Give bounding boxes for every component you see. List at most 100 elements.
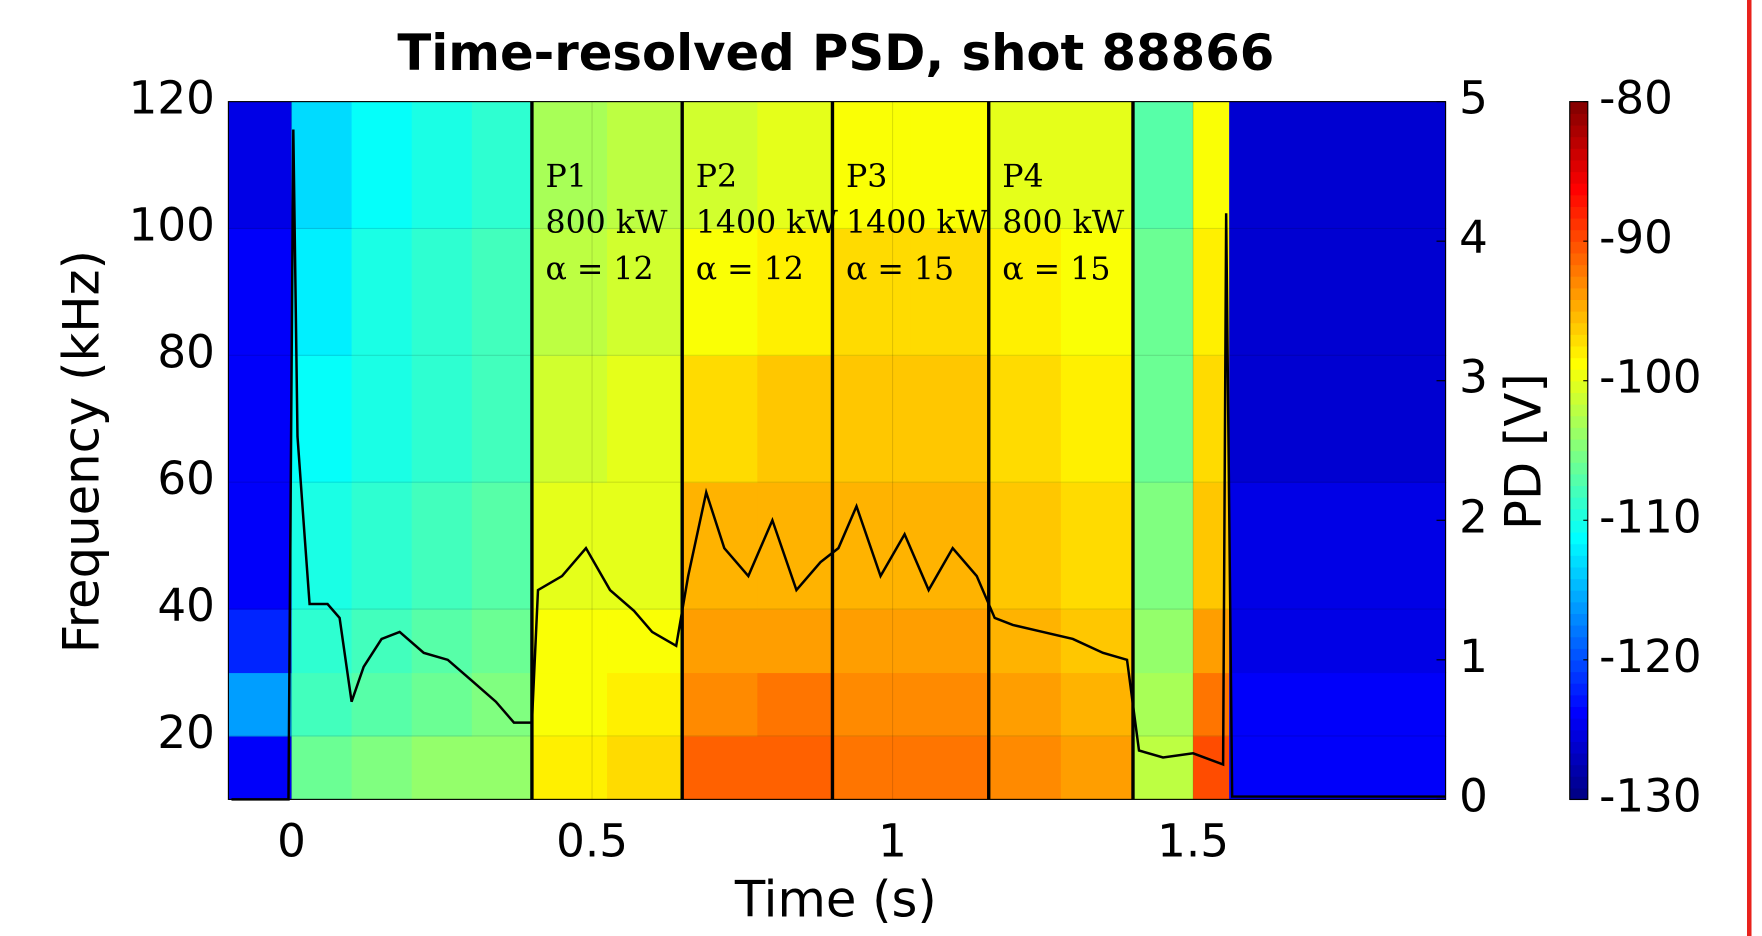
colorbar-swatch [1569,113,1588,126]
colorbar-swatch [1569,148,1588,161]
heatmap-cell [411,735,473,800]
heatmap-cell [757,735,834,800]
colorbar-swatch [1569,776,1588,789]
heatmap-cell [411,101,473,230]
heatmap-cell [1229,101,1447,230]
heatmap-cell [411,672,473,737]
colorbar-swatch [1569,578,1588,591]
colorbar-frame [1569,101,1589,800]
heatmap-cell [757,482,834,610]
heatmap-cell [607,101,683,230]
chart-title: Time-resolved PSD, shot 88866 [397,24,1274,82]
heatmap-cell [228,735,293,800]
heatmap-cell [910,101,990,230]
heatmap-cell [291,672,353,737]
colorbar-swatch [1569,287,1588,300]
colorbar-swatch [1569,438,1588,452]
phase-annotation: P1 [545,159,586,195]
heatmap-cell [471,482,533,610]
y-tick-label: 80 [157,325,214,378]
heatmap-cell [291,101,353,230]
colorbar-swatch [1569,671,1588,684]
heatmap-cell [910,735,990,800]
colorbar-swatch [1569,392,1588,405]
heatmap-cell [607,228,683,356]
colorbar-swatch [1569,613,1588,626]
colorbar-swatch [1569,555,1588,568]
heatmap-cell [910,672,990,737]
colorbar-swatch [1569,124,1588,138]
colorbar-swatch [1569,648,1588,661]
heatmap-cell [351,101,413,230]
phase-annotation: P2 [696,159,737,195]
colorbar-swatch [1569,462,1588,475]
heatmap-cell [682,355,758,483]
heatmap-cell [832,101,912,230]
heatmap-cell [682,228,758,356]
heatmap-cell [531,609,608,674]
y-tick-label: 100 [129,198,215,251]
heatmap-cell [351,672,413,737]
heatmap-cell [1060,735,1134,800]
heatmap-cell [607,609,683,674]
heatmap-cell [988,355,1062,483]
heatmap-cell [228,355,293,483]
colorbar-swatch [1569,659,1588,673]
colorbar-swatch [1569,345,1588,359]
colorbar-swatch [1569,171,1588,184]
colorbar-swatch [1569,566,1588,580]
pd-line [231,129,1446,801]
heatmap-cell [471,355,533,483]
heatmap-cell [471,101,533,230]
heatmap-cell [291,228,353,356]
heatmap-cell [832,672,912,737]
heatmap-cell [1229,609,1447,674]
colorbar-tick-label: -120 [1599,630,1701,683]
colorbar-swatch [1569,741,1588,754]
heatmap-cell [607,672,683,737]
heatmap-cell [682,735,758,800]
x-axis-label: Time (s) [734,871,937,929]
colorbar-tick-label: -130 [1599,769,1701,822]
heatmap-cell [1060,228,1134,356]
heatmap-cell [1132,482,1194,610]
phase-annotation: α = 12 [545,251,653,287]
y-tick-label: 20 [157,706,214,759]
colorbar-swatch [1569,217,1588,231]
colorbar-swatch [1569,136,1588,149]
phase-annotation: 1400 kW [846,205,989,241]
heatmap-cell [531,228,608,356]
colorbar-swatch [1569,427,1588,440]
heatmap-cell [228,101,293,230]
heatmap-cell [351,482,413,610]
colorbar-swatch [1569,706,1588,719]
colorbar-swatch [1569,183,1588,196]
heatmap-cell [531,735,608,800]
heatmap-cell [682,101,758,230]
colorbar-swatch [1569,403,1588,417]
heatmap-cell [1060,482,1134,610]
colorbar-swatch [1569,229,1588,242]
phase-annotation: 800 kW [1002,205,1125,241]
colorbar-swatch [1569,694,1588,708]
colorbar-swatch [1569,369,1588,382]
heatmap-cell [1229,735,1447,800]
phase-annotation: 800 kW [545,205,668,241]
heatmap-cell [1193,228,1230,356]
y2-axis-label: PD [V] [1494,373,1552,530]
phase-annotation: P4 [1002,159,1043,195]
heatmap-cell [1229,482,1447,610]
colorbar-swatch [1569,485,1588,498]
heatmap-cell [228,672,293,737]
heatmap-cell [411,228,473,356]
heatmap-cell [531,101,608,230]
heatmap-cell [411,609,473,674]
y2-tick-label: 1 [1459,630,1488,683]
heatmap-cell [757,228,834,356]
heatmap-cell [1060,609,1134,674]
x-tick-label: 0.5 [556,815,628,868]
heatmap-cell [291,735,353,800]
heatmap-cell [471,672,533,737]
